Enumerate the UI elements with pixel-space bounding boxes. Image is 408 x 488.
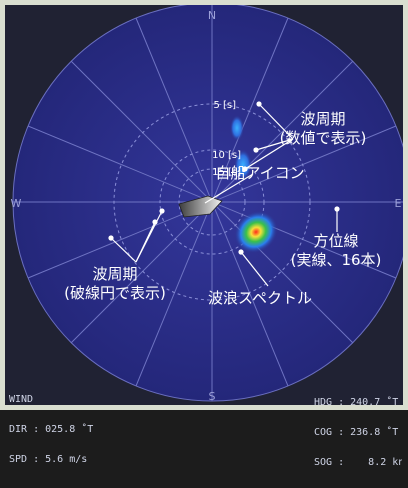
period-label-10s: 10 [s] xyxy=(212,150,241,161)
compass-north: N xyxy=(208,9,216,22)
wave-spectrum xyxy=(234,210,278,254)
period-circle-10s xyxy=(159,149,265,255)
period-labels: 5 [s] 10 [s] 15 [s] xyxy=(212,100,241,178)
compass-south: S xyxy=(209,390,216,403)
own-ship-icon xyxy=(178,195,223,218)
cog-readout: COG : 236.8 ˚T xyxy=(314,427,399,438)
sog-readout: SOG : 8.2 kn xyxy=(314,457,402,468)
annotation-wave-period-numeric: 波周期 (数値で表示) xyxy=(268,110,378,148)
leader-lines xyxy=(110,103,338,287)
compass-west: W xyxy=(11,197,22,210)
annotation-bearing-lines: 方位線 (実線、16本) xyxy=(285,232,387,270)
spectrum-blob-upper xyxy=(230,115,244,141)
wave-radar-display: N S E W 5 [s] 10 [s] 15 [s] 波周期 (数値で表示) … xyxy=(0,0,408,468)
period-label-15s: 15 [s] xyxy=(212,167,241,178)
annotation-bearing-lines-line2: (実線、16本) xyxy=(290,251,382,269)
nav-readout: HDG : 240.7 ˚T COG : 236.8 ˚T SOG : 8.2 … xyxy=(314,378,402,488)
annotation-wave-period-dashed-line1: 波周期 xyxy=(92,265,138,283)
heading-readout: HDG : 240.7 ˚T xyxy=(314,397,399,408)
leader-dots xyxy=(108,101,340,255)
annotation-own-ship-icon: 自船アイコン xyxy=(215,164,305,182)
annotation-wave-period-numeric-line2: (数値で表示) xyxy=(279,129,367,147)
compass-east: E xyxy=(395,197,402,210)
annotation-wave-period-numeric-line1: 波周期 xyxy=(300,110,346,128)
period-label-5s: 5 [s] xyxy=(213,100,236,111)
annotation-wave-period-dashed: 波周期 (破線円で表示) xyxy=(48,265,182,303)
radar-graphic: N S E W 5 [s] 10 [s] 15 [s] xyxy=(5,5,403,405)
wind-title: WIND xyxy=(9,394,34,405)
period-circle-15s xyxy=(178,168,246,236)
annotation-wave-spectrum: 波浪スペクトル xyxy=(208,289,312,307)
period-circle-5s xyxy=(113,103,311,301)
spectrum-blob-middle xyxy=(234,149,252,181)
annotation-wave-period-dashed-line2: (破線円で表示) xyxy=(64,284,166,302)
wind-readout: WIND DIR : 025.8 ˚T SPD : 5.6 m/s xyxy=(9,375,93,485)
wind-speed: SPD : 5.6 m/s xyxy=(9,454,88,465)
wind-direction: DIR : 025.8 ˚T xyxy=(9,424,94,435)
period-circles xyxy=(113,103,311,301)
compass-labels: N S E W xyxy=(11,9,402,403)
annotation-bearing-lines-line1: 方位線 xyxy=(313,232,359,250)
